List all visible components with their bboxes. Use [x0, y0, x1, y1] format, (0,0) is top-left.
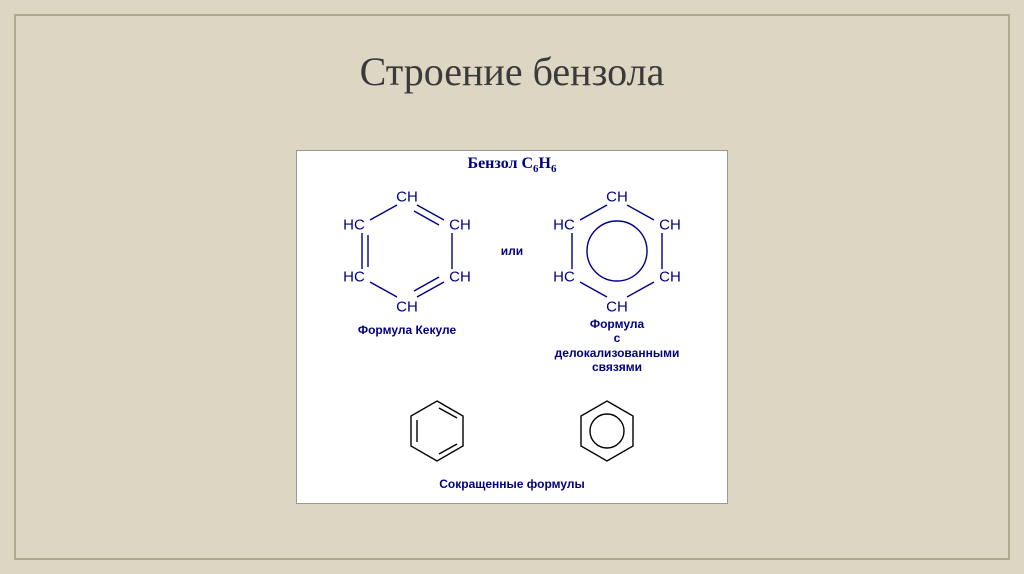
- caption-deloc: Формула с делокализованными связями: [555, 317, 680, 375]
- deloc-atom-2: CH: [659, 269, 681, 286]
- caption-deloc-l1: Формула: [590, 317, 644, 331]
- outer-frame: Строение бензола Бензол C6H6: [0, 0, 1024, 574]
- deloc-atom-3: CH: [606, 299, 628, 316]
- deloc-atom-4: HC: [553, 269, 575, 286]
- figure-box: Бензол C6H6: [296, 150, 728, 504]
- page-title: Строение бензола: [16, 48, 1008, 95]
- caption-kekule: Формула Кекуле: [358, 323, 456, 337]
- deloc-atom-5: HC: [553, 217, 575, 234]
- caption-deloc-l2: с делокализованными: [555, 331, 680, 359]
- caption-bottom: Сокращенные формулы: [439, 477, 585, 491]
- inner-frame: Строение бензола Бензол C6H6: [14, 14, 1010, 560]
- small-delocalized: [507, 371, 707, 491]
- deloc-atom-1: CH: [659, 217, 681, 234]
- deloc-atom-0: CH: [606, 189, 628, 206]
